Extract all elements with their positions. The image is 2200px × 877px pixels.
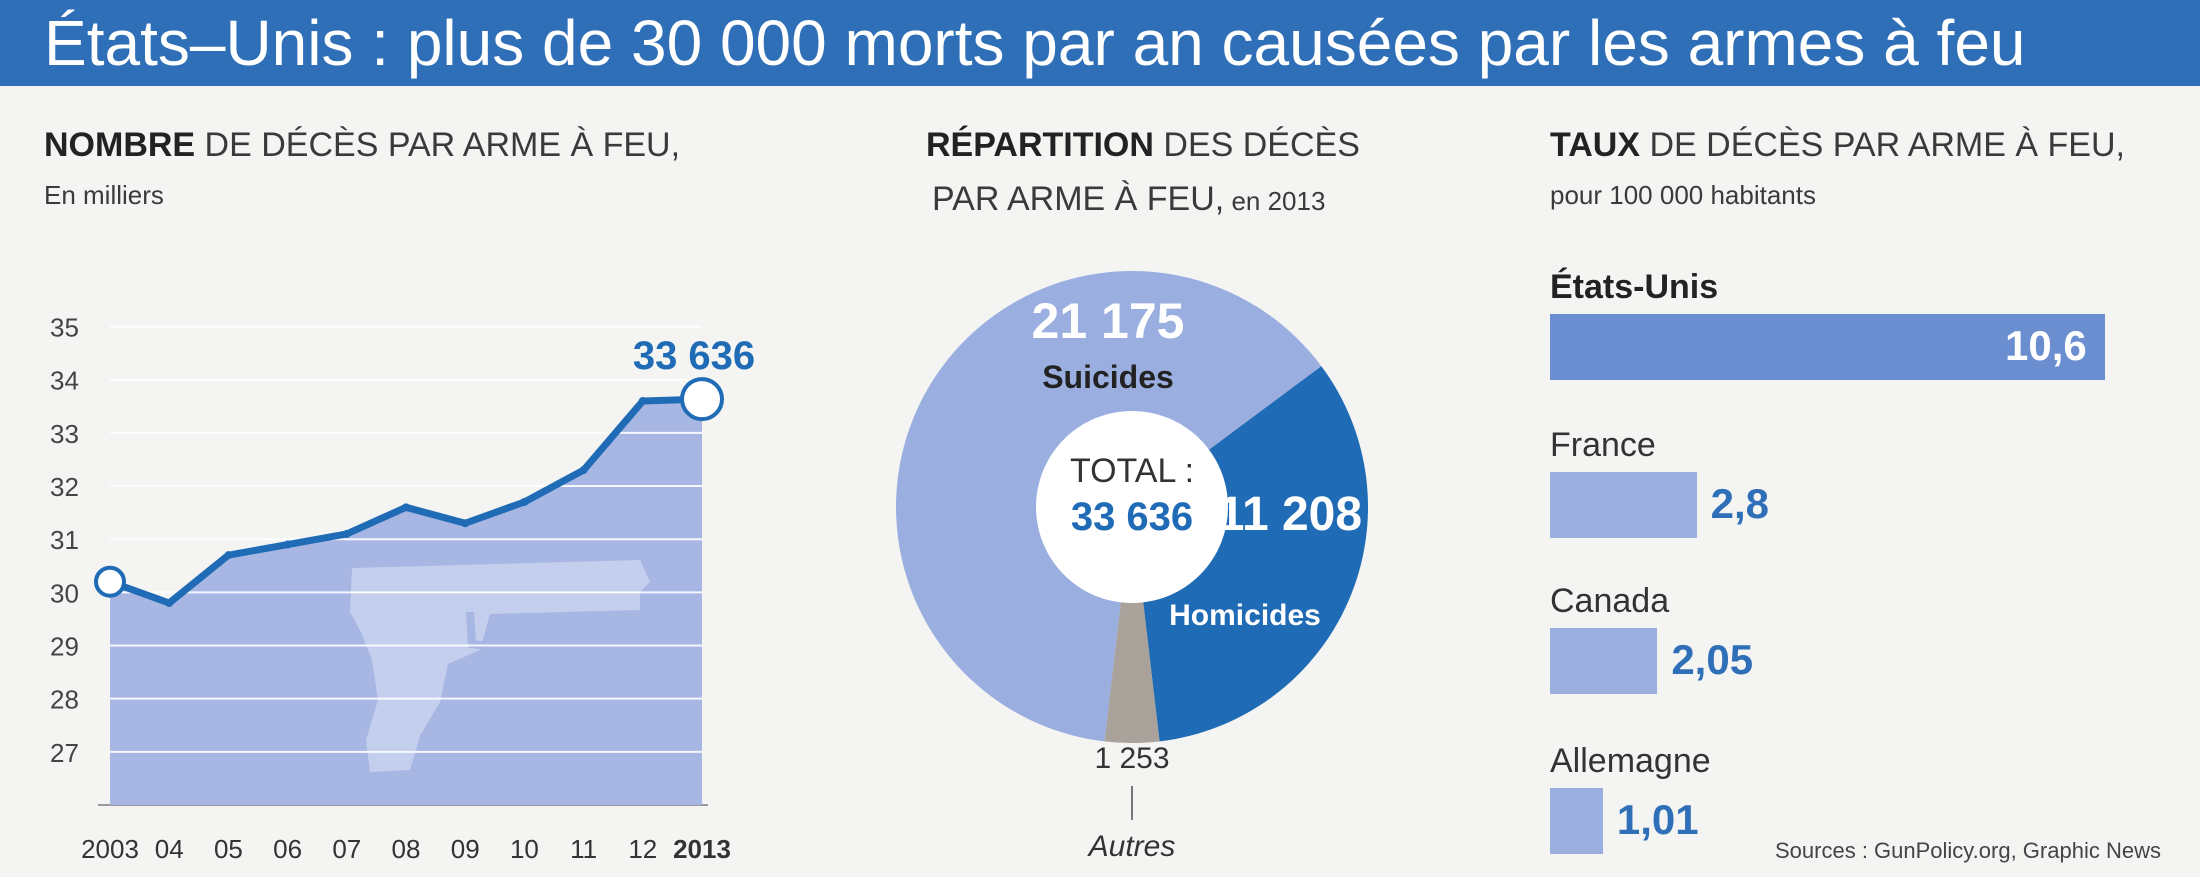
line-point-10 bbox=[520, 498, 529, 506]
page-title: États–Unis : plus de 30 000 morts par an… bbox=[44, 7, 2026, 79]
line-point-09 bbox=[461, 519, 470, 528]
donut-slice-homicides bbox=[1132, 366, 1369, 742]
donut-chart-heading-bold: RÉPARTITION bbox=[926, 126, 1154, 164]
autres-value: 1 253 bbox=[1094, 742, 1169, 775]
x-tick-label-05: 05 bbox=[214, 834, 243, 864]
bar-1 bbox=[1550, 472, 1697, 538]
line-chart-area bbox=[110, 399, 702, 805]
donut-total-label: TOTAL : bbox=[1070, 452, 1194, 490]
donut-slice-suicides bbox=[895, 271, 1322, 742]
donut-total-value: 33 636 bbox=[1071, 495, 1193, 539]
y-tick-label: 29 bbox=[50, 632, 79, 662]
line-point-2003 bbox=[94, 565, 126, 598]
y-tick-label: 30 bbox=[50, 578, 79, 608]
bar-value-label: 1,01 bbox=[1616, 796, 1699, 843]
donut-chart-heading-year: en 2013 bbox=[1224, 186, 1326, 216]
donut-chart-heading: RÉPARTITION DES DÉCÈS bbox=[926, 126, 1360, 165]
sources-note: Sources : GunPolicy.org, Graphic News bbox=[1775, 838, 2161, 863]
donut-chart-heading-line2: PAR ARME À FEU, en 2013 bbox=[932, 180, 1325, 219]
autres-label: Autres bbox=[1087, 830, 1176, 863]
x-tick-label-04: 04 bbox=[155, 834, 184, 864]
line-point-12 bbox=[638, 397, 647, 405]
suicides-value: 21 175 bbox=[1032, 293, 1185, 349]
bar-category-label: Allemagne bbox=[1550, 742, 1711, 780]
x-tick-label-08: 08 bbox=[392, 834, 421, 864]
bar-0 bbox=[1550, 314, 2105, 380]
line-point-05 bbox=[224, 551, 233, 560]
x-tick-label-06: 06 bbox=[273, 834, 302, 864]
y-tick-label: 34 bbox=[50, 366, 79, 396]
bar-category-label: États-Unis bbox=[1550, 268, 1719, 306]
bar-value-label: 2,05 bbox=[1671, 636, 1754, 683]
line-point-07 bbox=[342, 529, 351, 538]
suicides-label: Suicides bbox=[1042, 359, 1174, 395]
line-chart-line bbox=[108, 395, 703, 607]
bar-3 bbox=[1550, 788, 1603, 854]
bar-category-label: France bbox=[1550, 426, 1656, 464]
x-tick-label-07: 07 bbox=[332, 834, 361, 864]
line-point-2013 bbox=[680, 377, 724, 422]
line-chart-heading: NOMBRE DE DÉCÈS PAR ARME À FEU, bbox=[44, 126, 680, 165]
bar-value-label: 10,6 bbox=[2005, 322, 2087, 369]
y-tick-label: 35 bbox=[50, 313, 79, 343]
line-point-06 bbox=[283, 540, 292, 549]
pistol-icon bbox=[350, 560, 650, 772]
title-bar: États–Unis : plus de 30 000 morts par an… bbox=[0, 0, 2200, 86]
line-chart-heading-bold: NOMBRE bbox=[44, 126, 196, 164]
line-chart-heading-rest: DE DÉCÈS PAR ARME À FEU, bbox=[195, 126, 681, 164]
x-tick-label-2013: 2013 bbox=[673, 834, 731, 864]
bar-chart-heading-rest: DE DÉCÈS PAR ARME À FEU, bbox=[1640, 126, 2125, 164]
line-point-11 bbox=[579, 466, 588, 475]
y-tick-label: 31 bbox=[50, 525, 79, 555]
y-tick-label: 33 bbox=[50, 419, 79, 449]
bar-value-label: 2,8 bbox=[1710, 480, 1769, 527]
homicides-label: Homicides bbox=[1169, 599, 1321, 632]
x-tick-label-09: 09 bbox=[451, 834, 480, 864]
line-chart-subheading: En milliers bbox=[44, 180, 164, 210]
donut-chart-heading-rest: DES DÉCÈS bbox=[1153, 126, 1360, 164]
x-tick-label-10: 10 bbox=[510, 834, 539, 864]
bar-2 bbox=[1550, 628, 1658, 694]
bar-chart-heading: TAUX DE DÉCÈS PAR ARME À FEU, bbox=[1550, 126, 2125, 165]
x-tick-label-12: 12 bbox=[628, 834, 657, 864]
line-end-value-label: 33 636 bbox=[633, 334, 755, 378]
y-tick-label: 28 bbox=[50, 685, 79, 715]
line-point-04 bbox=[165, 599, 174, 607]
bar-category-label: Canada bbox=[1550, 582, 1670, 620]
donut-slice-autres bbox=[1104, 507, 1160, 743]
homicides-value: 11 208 bbox=[1218, 488, 1362, 541]
line-point-08 bbox=[402, 503, 410, 512]
x-tick-label-2003: 2003 bbox=[81, 834, 139, 864]
donut-hole bbox=[1036, 411, 1228, 603]
donut-chart-heading-line2-text: PAR ARME À FEU, bbox=[932, 180, 1225, 218]
bar-chart-subheading: pour 100 000 habitants bbox=[1550, 180, 1816, 210]
y-tick-label: 27 bbox=[50, 738, 79, 768]
bar-chart-heading-bold: TAUX bbox=[1550, 126, 1641, 164]
y-tick-label: 32 bbox=[50, 472, 79, 502]
x-tick-label-11: 11 bbox=[570, 834, 597, 864]
